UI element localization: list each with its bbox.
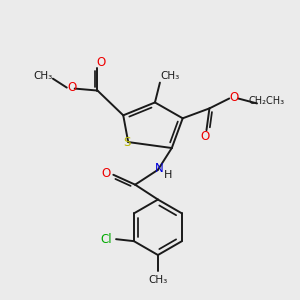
Text: CH₃: CH₃ — [148, 275, 168, 285]
Text: O: O — [201, 130, 210, 142]
Text: O: O — [102, 167, 111, 180]
Text: CH₃: CH₃ — [33, 71, 52, 81]
Text: O: O — [97, 56, 106, 69]
Text: S: S — [124, 136, 131, 148]
Text: CH₃: CH₃ — [160, 71, 179, 81]
Text: N: N — [154, 162, 163, 175]
Text: O: O — [230, 91, 239, 104]
Text: H: H — [164, 170, 172, 180]
Text: CH₂CH₃: CH₂CH₃ — [249, 97, 285, 106]
Text: O: O — [67, 81, 76, 94]
Text: Cl: Cl — [100, 233, 112, 246]
